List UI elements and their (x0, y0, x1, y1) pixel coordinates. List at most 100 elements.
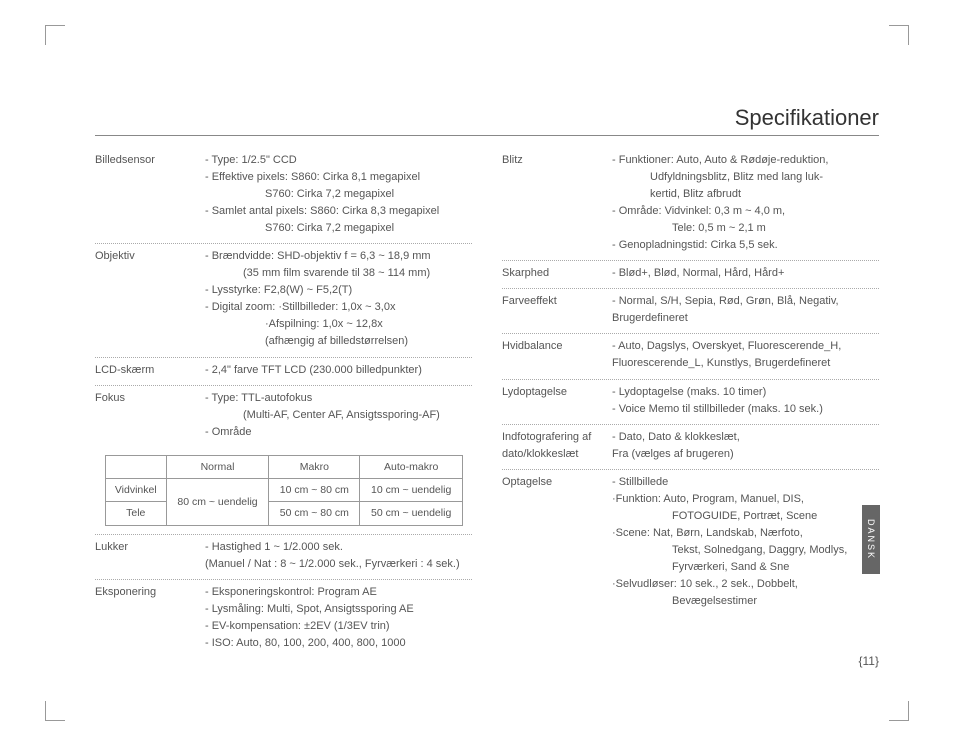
table-header: Makro (269, 455, 360, 478)
crop-mark (889, 701, 909, 721)
spec-label: Billedsensor (95, 152, 205, 237)
spec-line: (35 mm film svarende til 38 ~ 114 mm) (205, 265, 472, 282)
spec-label: LCD-skærm (95, 362, 205, 379)
spec-label: Lukker (95, 539, 205, 573)
spec-line: - Voice Memo til stillbilleder (maks. 10… (612, 401, 879, 418)
spec-label: Optagelse (502, 474, 612, 610)
spec-line: - Funktioner: Auto, Auto & Rødøje-redukt… (612, 152, 879, 169)
spec-line: S760: Cirka 7,2 megapixel (205, 220, 472, 237)
spec-line: - Dato, Dato & klokkeslæt, (612, 429, 879, 446)
spec-row: Objektiv- Brændvidde: SHD-objektiv f = 6… (95, 244, 472, 357)
spec-line: - Lysstyrke: F2,8(W) ~ F5,2(T) (205, 282, 472, 299)
spec-value: - Hastighed 1 ~ 1/2.000 sek.(Manuel / Na… (205, 539, 472, 573)
spec-value: - Stillbillede·Funktion: Auto, Program, … (612, 474, 879, 610)
page-title: Specifikationer (95, 105, 879, 136)
spec-row: LCD-skærm- 2,4" farve TFT LCD (230.000 b… (95, 358, 472, 386)
table-cell: 80 cm ~ uendelig (166, 478, 269, 525)
table-header: Auto-makro (360, 455, 463, 478)
spec-line: Fra (vælges af brugeren) (612, 446, 879, 463)
spec-line: - EV-kompensation: ±2EV (1/3EV trin) (205, 618, 472, 635)
spec-line: Udfyldningsblitz, Blitz med lang luk- (612, 169, 879, 186)
spec-line: ·Selvudløser: 10 sek., 2 sek., Dobbelt, (612, 576, 879, 593)
table-cell: 50 cm ~ 80 cm (269, 502, 360, 525)
spec-row: Skarphed- Blød+, Blød, Normal, Hård, Hår… (502, 261, 879, 289)
spec-line: - Auto, Dagslys, Overskyet, Fluoresceren… (612, 338, 879, 355)
language-tab: DANSK (862, 505, 880, 574)
spec-value: - Lydoptagelse (maks. 10 timer)- Voice M… (612, 384, 879, 418)
spec-line: kertid, Blitz afbrudt (612, 186, 879, 203)
spec-label: Skarphed (502, 265, 612, 282)
spec-line: - Brændvidde: SHD-objektiv f = 6,3 ~ 18,… (205, 248, 472, 265)
focus-table: NormalMakroAuto-makro Vidvinkel80 cm ~ ue… (105, 455, 463, 526)
spec-row: NormalMakroAuto-makro Vidvinkel80 cm ~ ue… (95, 447, 472, 535)
spec-line: Brugerdefineret (612, 310, 879, 327)
spec-line: - Område: Vidvinkel: 0,3 m ~ 4,0 m, (612, 203, 879, 220)
spec-label: Objektiv (95, 248, 205, 350)
spec-line: - Samlet antal pixels: S860: Cirka 8,3 m… (205, 203, 472, 220)
spec-line: - Eksponeringskontrol: Program AE (205, 584, 472, 601)
table-header: Normal (166, 455, 269, 478)
crop-mark (889, 25, 909, 45)
spec-value: - 2,4" farve TFT LCD (230.000 billedpunk… (205, 362, 472, 379)
spec-label: Hvidbalance (502, 338, 612, 372)
spec-line: - Hastighed 1 ~ 1/2.000 sek. (205, 539, 472, 556)
page-number: {11} (859, 654, 879, 668)
spec-value: - Auto, Dagslys, Overskyet, Fluoresceren… (612, 338, 879, 372)
spec-row: Lydoptagelse- Lydoptagelse (maks. 10 tim… (502, 380, 879, 425)
spec-line: (Multi-AF, Center AF, Ansigtssporing-AF) (205, 407, 472, 424)
spec-row: Billedsensor- Type: 1/2.5" CCD- Effektiv… (95, 148, 472, 244)
spec-line: - Lydoptagelse (maks. 10 timer) (612, 384, 879, 401)
table-header (106, 455, 167, 478)
table-cell: Tele (106, 502, 167, 525)
spec-row: Fokus- Type: TTL-autofokus(Multi-AF, Cen… (95, 386, 472, 447)
crop-mark (45, 25, 65, 45)
spec-line: (afhængig af billedstørrelsen) (205, 333, 472, 350)
spec-row: Blitz- Funktioner: Auto, Auto & Rødøje-r… (502, 148, 879, 261)
spec-value: - Eksponeringskontrol: Program AE- Lysmå… (205, 584, 472, 652)
spec-row: Hvidbalance- Auto, Dagslys, Overskyet, F… (502, 334, 879, 379)
table-cell: Vidvinkel (106, 478, 167, 501)
spec-value: - Type: 1/2.5" CCD- Effektive pixels: S8… (205, 152, 472, 237)
spec-line: - Normal, S/H, Sepia, Rød, Grøn, Blå, Ne… (612, 293, 879, 310)
spec-value: - Type: TTL-autofokus(Multi-AF, Center A… (205, 390, 472, 441)
right-column: Blitz- Funktioner: Auto, Auto & Rødøje-r… (502, 148, 879, 658)
table-cell: 50 cm ~ uendelig (360, 502, 463, 525)
spec-line: - Effektive pixels: S860: Cirka 8,1 mega… (205, 169, 472, 186)
spec-line: - Digital zoom: ·Stillbilleder: 1,0x ~ 3… (205, 299, 472, 316)
spec-line: Bevægelsestimer (612, 593, 879, 610)
spec-line: Fyrværkeri, Sand & Sne (612, 559, 879, 576)
left-column: Billedsensor- Type: 1/2.5" CCD- Effektiv… (95, 148, 472, 658)
spec-line: S760: Cirka 7,2 megapixel (205, 186, 472, 203)
spec-line: - Stillbillede (612, 474, 879, 491)
spec-line: ·Afspilning: 1,0x ~ 12,8x (205, 316, 472, 333)
spec-label: Indfotografering af dato/klokkeslæt (502, 429, 612, 463)
table-cell: 10 cm ~ 80 cm (269, 478, 360, 501)
spec-label: Lydoptagelse (502, 384, 612, 418)
spec-line: - Område (205, 424, 472, 441)
spec-line: - 2,4" farve TFT LCD (230.000 billedpunk… (205, 362, 472, 379)
spec-value: - Blød+, Blød, Normal, Hård, Hård+ (612, 265, 879, 282)
table-cell: 10 cm ~ uendelig (360, 478, 463, 501)
spec-line: - Type: 1/2.5" CCD (205, 152, 472, 169)
spec-row: Optagelse- Stillbillede·Funktion: Auto, … (502, 470, 879, 616)
spec-line: - Genopladningstid: Cirka 5,5 sek. (612, 237, 879, 254)
spec-line: ·Scene: Nat, Børn, Landskab, Nærfoto, (612, 525, 879, 542)
crop-mark (45, 701, 65, 721)
page-content: Specifikationer Billedsensor- Type: 1/2.… (95, 105, 879, 686)
spec-row: Lukker- Hastighed 1 ~ 1/2.000 sek.(Manue… (95, 535, 472, 580)
spec-row: Farveeffekt- Normal, S/H, Sepia, Rød, Gr… (502, 289, 879, 334)
spec-label: Farveeffekt (502, 293, 612, 327)
spec-row: Indfotografering af dato/klokkeslæt- Dat… (502, 425, 879, 470)
spec-line: - Lysmåling: Multi, Spot, Ansigtssporing… (205, 601, 472, 618)
spec-line: FOTOGUIDE, Portræt, Scene (612, 508, 879, 525)
spec-line: ·Funktion: Auto, Program, Manuel, DIS, (612, 491, 879, 508)
spec-line: (Manuel / Nat : 8 ~ 1/2.000 sek., Fyrvær… (205, 556, 472, 573)
spec-value: - Normal, S/H, Sepia, Rød, Grøn, Blå, Ne… (612, 293, 879, 327)
spec-line: - ISO: Auto, 80, 100, 200, 400, 800, 100… (205, 635, 472, 652)
spec-value: - Funktioner: Auto, Auto & Rødøje-redukt… (612, 152, 879, 254)
spec-line: Fluorescerende_L, Kunstlys, Brugerdefine… (612, 355, 879, 372)
spec-value: - Dato, Dato & klokkeslæt,Fra (vælges af… (612, 429, 879, 463)
spec-row: Eksponering- Eksponeringskontrol: Progra… (95, 580, 472, 658)
columns: Billedsensor- Type: 1/2.5" CCD- Effektiv… (95, 148, 879, 658)
spec-label: Blitz (502, 152, 612, 254)
